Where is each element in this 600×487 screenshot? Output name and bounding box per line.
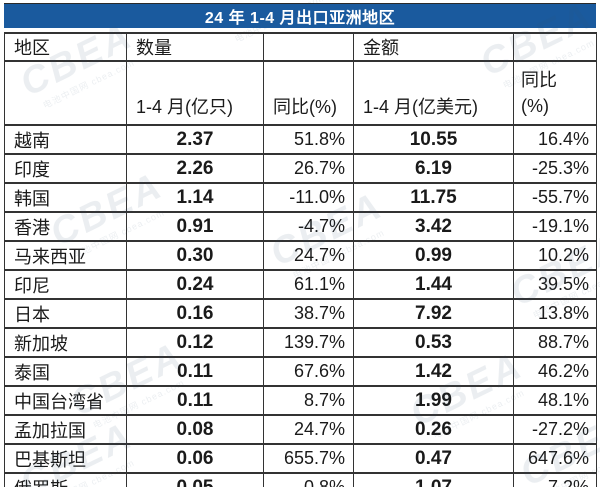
qty-cell: 0.06 xyxy=(126,443,264,474)
qty-cell: 0.16 xyxy=(126,298,264,329)
header-empty-quantity-yoy xyxy=(263,32,354,62)
region-cell: 孟加拉国 xyxy=(4,414,127,445)
amt-yoy-cell: 647.6% xyxy=(513,443,597,474)
region-cell: 新加坡 xyxy=(4,327,127,358)
header-quantity-col: 1-4 月(亿只) xyxy=(126,60,264,126)
qty-cell: 0.08 xyxy=(126,414,264,445)
amt-yoy-cell: -19.1% xyxy=(513,211,597,242)
header-quantity-yoy-col: 同比(%) xyxy=(263,60,354,126)
qty-cell: 0.12 xyxy=(126,327,264,358)
qty-cell: 0.30 xyxy=(126,240,264,271)
table-row: 香港 0.91 -4.7% 3.42 -19.1% xyxy=(4,211,597,242)
qty-yoy-cell: 24.7% xyxy=(263,240,354,271)
qty-cell: 0.05 xyxy=(126,472,264,487)
table-row: 越南 2.37 51.8% 10.55 16.4% xyxy=(4,124,597,155)
header-amount-yoy-line1: 同比 xyxy=(521,69,557,90)
qty-yoy-cell: 655.7% xyxy=(263,443,354,474)
qty-yoy-cell: 38.7% xyxy=(263,298,354,329)
qty-cell: 2.26 xyxy=(126,153,264,184)
amt-yoy-cell: 16.4% xyxy=(513,124,597,155)
qty-cell: 0.11 xyxy=(126,356,264,387)
table-row: 印度 2.26 26.7% 6.19 -25.3% xyxy=(4,153,597,184)
amt-cell: 0.47 xyxy=(353,443,514,474)
header-empty-amount-yoy xyxy=(513,32,597,62)
region-cell: 越南 xyxy=(4,124,127,155)
amt-yoy-cell: 46.2% xyxy=(513,356,597,387)
table-row: 泰国 0.11 67.6% 1.42 46.2% xyxy=(4,356,597,387)
header-amount-group: 金额 xyxy=(353,32,514,62)
qty-yoy-cell: 139.7% xyxy=(263,327,354,358)
amt-cell: 1.42 xyxy=(353,356,514,387)
asia-export-table: 地区 数量 金额 1-4 月(亿只) 同比(%) 1-4 月(亿美元) 同比 (… xyxy=(4,32,597,487)
header-region-empty xyxy=(4,60,127,126)
table-row: 马来西亚 0.30 24.7% 0.99 10.2% xyxy=(4,240,597,271)
table-row: 韩国 1.14 -11.0% 11.75 -55.7% xyxy=(4,182,597,213)
region-cell: 印尼 xyxy=(4,269,127,300)
region-cell: 巴基斯坦 xyxy=(4,443,127,474)
table-body: 越南 2.37 51.8% 10.55 16.4% 印度 2.26 26.7% 6.19 -25.… xyxy=(4,124,597,487)
region-cell: 印度 xyxy=(4,153,127,184)
amt-yoy-cell: 48.1% xyxy=(513,385,597,416)
qty-cell: 0.11 xyxy=(126,385,264,416)
table-row: 中国台湾省 0.11 8.7% 1.99 48.1% xyxy=(4,385,597,416)
amt-cell: 1.44 xyxy=(353,269,514,300)
table-row: 巴基斯坦 0.06 655.7% 0.47 647.6% xyxy=(4,443,597,474)
qty-yoy-cell: 61.1% xyxy=(263,269,354,300)
region-cell: 泰国 xyxy=(4,356,127,387)
region-cell: 马来西亚 xyxy=(4,240,127,271)
qty-cell: 0.91 xyxy=(126,211,264,242)
qty-yoy-cell: 67.6% xyxy=(263,356,354,387)
table-row: 孟加拉国 0.08 24.7% 0.26 -27.2% xyxy=(4,414,597,445)
header-amount-yoy-line2: (%) xyxy=(521,95,549,116)
qty-yoy-cell: -4.7% xyxy=(263,211,354,242)
amt-yoy-cell: -25.3% xyxy=(513,153,597,184)
qty-yoy-cell: 26.7% xyxy=(263,153,354,184)
qty-cell: 2.37 xyxy=(126,124,264,155)
amt-yoy-cell: 7.2% xyxy=(513,472,597,487)
region-cell: 香港 xyxy=(4,211,127,242)
table-row: 俄罗斯0.050.8%1.077.2% xyxy=(4,472,597,487)
amt-cell: 7.92 xyxy=(353,298,514,329)
amt-cell: 11.75 xyxy=(353,182,514,213)
table-row: 印尼 0.24 61.1% 1.44 39.5% xyxy=(4,269,597,300)
qty-yoy-cell: 51.8% xyxy=(263,124,354,155)
table-row: 日本 0.16 38.7% 7.92 13.8% xyxy=(4,298,597,329)
amt-cell: 10.55 xyxy=(353,124,514,155)
qty-yoy-cell: 0.8% xyxy=(263,472,354,487)
amt-yoy-cell: -27.2% xyxy=(513,414,597,445)
qty-yoy-cell: 24.7% xyxy=(263,414,354,445)
table-header: 地区 数量 金额 1-4 月(亿只) 同比(%) 1-4 月(亿美元) 同比 (… xyxy=(4,32,597,126)
table-title-bar: 24 年 1-4 月出口亚洲地区 xyxy=(4,3,596,28)
region-cell: 日本 xyxy=(4,298,127,329)
amt-cell: 6.19 xyxy=(353,153,514,184)
header-region: 地区 xyxy=(4,32,127,62)
qty-cell: 0.24 xyxy=(126,269,264,300)
amt-cell: 1.99 xyxy=(353,385,514,416)
qty-cell: 1.14 xyxy=(126,182,264,213)
amt-cell: 0.99 xyxy=(353,240,514,271)
header-quantity-group: 数量 xyxy=(126,32,264,62)
header-amount-col: 1-4 月(亿美元) xyxy=(353,60,514,126)
table-row: 新加坡 0.12 139.7% 0.53 88.7% xyxy=(4,327,597,358)
amt-yoy-cell: 39.5% xyxy=(513,269,597,300)
amt-cell: 0.53 xyxy=(353,327,514,358)
header-amount-yoy-col: 同比 (%) xyxy=(513,60,597,126)
qty-yoy-cell: -11.0% xyxy=(263,182,354,213)
amt-yoy-cell: 88.7% xyxy=(513,327,597,358)
amt-yoy-cell: -55.7% xyxy=(513,182,597,213)
amt-cell: 0.26 xyxy=(353,414,514,445)
table-title: 24 年 1-4 月出口亚洲地区 xyxy=(204,10,396,27)
amt-cell: 3.42 xyxy=(353,211,514,242)
header-group-row: 地区 数量 金额 xyxy=(4,32,597,62)
amt-cell: 1.07 xyxy=(353,472,514,487)
region-cell: 中国台湾省 xyxy=(4,385,127,416)
amt-yoy-cell: 10.2% xyxy=(513,240,597,271)
region-cell: 俄罗斯 xyxy=(4,472,127,487)
qty-yoy-cell: 8.7% xyxy=(263,385,354,416)
header-column-row: 1-4 月(亿只) 同比(%) 1-4 月(亿美元) 同比 (%) xyxy=(4,60,597,126)
amt-yoy-cell: 13.8% xyxy=(513,298,597,329)
region-cell: 韩国 xyxy=(4,182,127,213)
